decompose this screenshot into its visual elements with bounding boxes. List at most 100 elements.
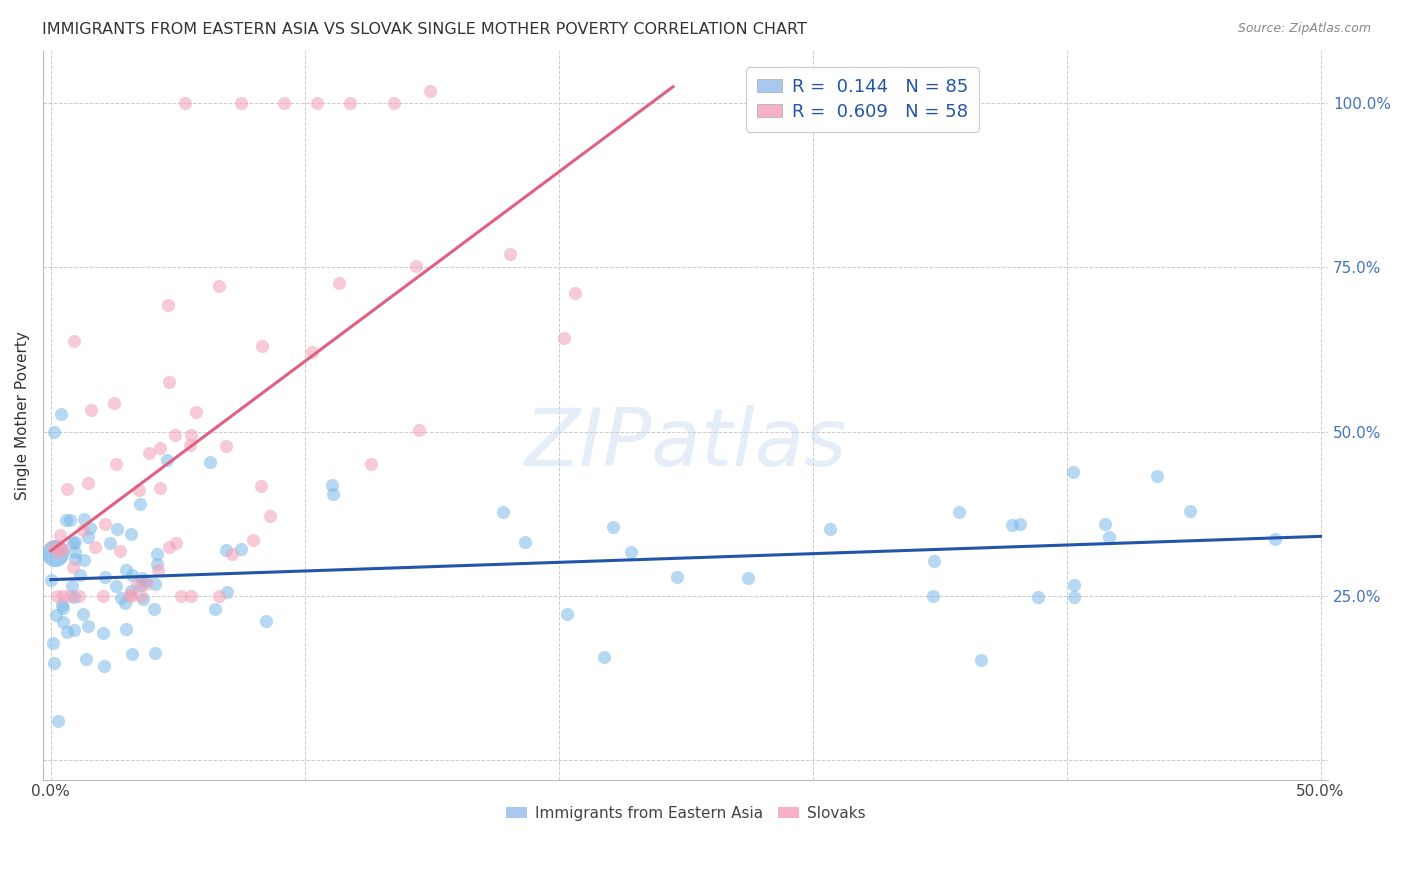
Point [110,591,132,606]
Point [179,438,201,452]
Point [94,517,117,532]
Point [339,96,361,111]
Point [149,481,172,495]
Point [129,589,152,603]
Point [593,650,616,665]
Point [45,608,67,623]
Point [46,589,69,603]
Point [115,563,138,577]
Point [104,579,127,593]
Point [121,567,143,582]
Point [499,246,522,260]
Point [149,441,172,455]
Point [328,277,350,291]
Point [254,614,277,628]
Point [156,453,179,467]
Point [564,286,586,301]
Y-axis label: Single Mother Poverty: Single Mother Poverty [15,331,30,500]
Point [129,577,152,591]
Point [259,509,281,524]
Point [818,522,841,536]
Point [143,577,166,591]
Text: Source: ZipAtlas.com: Source: ZipAtlas.com [1237,22,1371,36]
Point [62,536,84,550]
Point [114,622,136,636]
Point [42,540,65,554]
Point [405,259,427,273]
Point [135,577,157,591]
Point [204,601,226,615]
Point [174,96,197,111]
Point [46,714,69,728]
Point [72,523,94,537]
Point [120,589,142,603]
Point [79,402,101,417]
Point [215,543,238,558]
Point [146,558,169,572]
Point [69,568,91,582]
Point [52,600,75,615]
Point [93,658,115,673]
Point [165,536,187,550]
Point [737,571,759,585]
Point [1062,465,1084,479]
Point [62,590,84,604]
Point [1001,517,1024,532]
Point [46,545,69,559]
Point [1063,578,1085,592]
Point [75,652,97,666]
Point [242,533,264,548]
Point [49,541,72,556]
Point [63,545,86,559]
Point [62,334,84,348]
Point [360,457,382,471]
Point [321,478,343,492]
Point [59,513,82,527]
Point [419,84,441,98]
Point [229,541,252,556]
Point [555,607,578,621]
Legend: Immigrants from Eastern Asia, Slovaks: Immigrants from Eastern Asia, Slovaks [499,799,872,827]
Point [55,624,77,639]
Point [322,487,344,501]
Point [51,598,73,612]
Point [922,554,945,568]
Point [67,589,90,603]
Point [207,279,229,293]
Point [120,588,142,602]
Point [602,520,624,534]
Point [1008,517,1031,532]
Point [60,579,83,593]
Point [56,482,79,496]
Point [103,396,125,410]
Point [132,592,155,607]
Point [59,589,82,603]
Point [63,552,86,566]
Point [1178,503,1201,517]
Point [77,476,100,491]
Point [250,339,273,353]
Point [39,573,62,587]
Point [513,535,536,549]
Point [114,596,136,610]
Point [157,375,180,389]
Point [665,570,688,584]
Point [91,589,114,603]
Point [157,541,180,555]
Point [408,423,430,437]
Point [307,96,329,111]
Point [51,615,73,629]
Point [63,624,86,638]
Point [73,553,96,567]
Point [84,541,107,555]
Point [108,544,131,558]
Point [184,405,207,419]
Point [129,497,152,511]
Point [492,505,515,519]
Point [1026,590,1049,604]
Point [553,331,575,345]
Point [208,589,231,603]
Point [72,607,94,622]
Point [42,425,65,439]
Point [922,590,945,604]
